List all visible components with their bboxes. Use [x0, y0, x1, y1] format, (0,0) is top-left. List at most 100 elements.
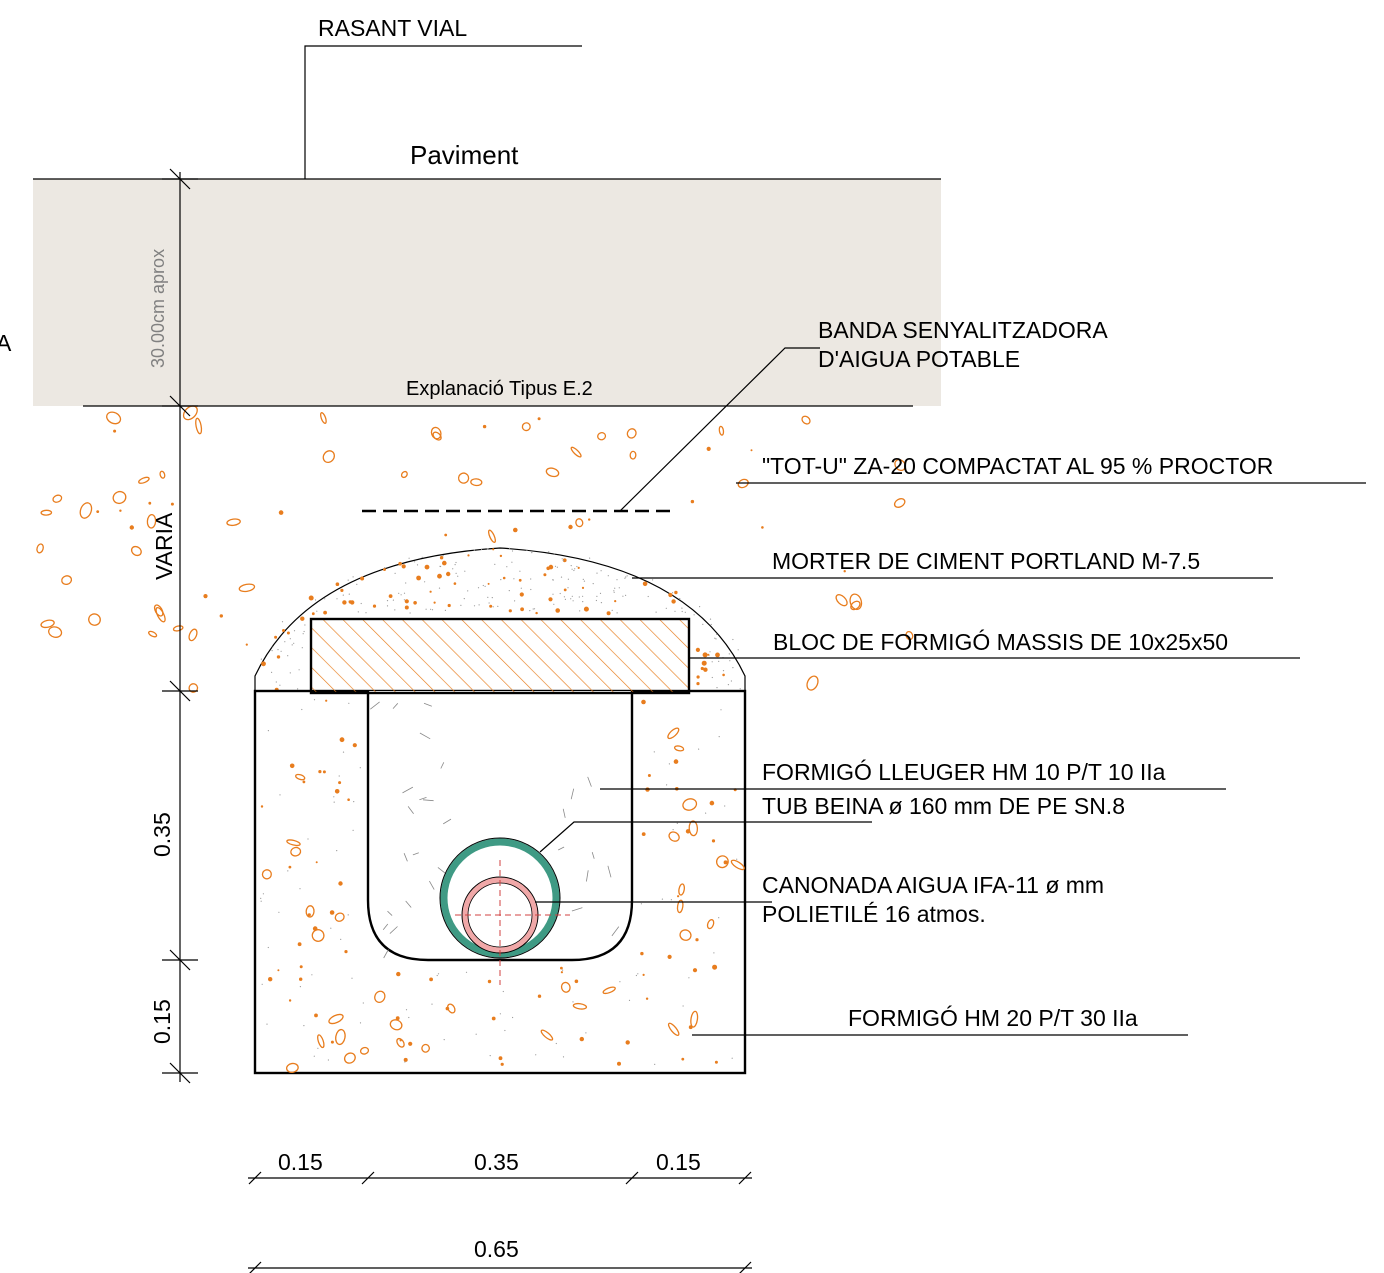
texture-mark — [715, 652, 720, 658]
dim-width-right: 0.15 — [656, 1149, 701, 1175]
texture-mark — [567, 587, 569, 589]
texture-mark — [403, 1057, 408, 1062]
dim-trench-lower: 0.15 — [149, 999, 175, 1044]
texture-mark — [589, 557, 591, 559]
texture-mark — [561, 558, 563, 560]
banda-label-line1: BANDA SENYALITZADORA — [818, 317, 1108, 343]
texture-mark — [519, 592, 524, 597]
texture-mark — [654, 1063, 656, 1065]
texture-mark — [599, 592, 602, 595]
texture-mark — [688, 977, 690, 979]
texture-mark — [88, 613, 101, 626]
texture-mark — [688, 1025, 693, 1030]
texture-mark — [260, 658, 262, 660]
banda-leader — [619, 347, 820, 512]
texture-mark — [592, 583, 594, 585]
lleuger-label: FORMIGÓ LLEUGER HM 10 P/T 10 IIa — [762, 759, 1166, 785]
texture-mark — [429, 590, 432, 593]
texture-mark — [398, 561, 402, 566]
texture-mark — [293, 630, 296, 632]
texture-mark — [439, 565, 441, 567]
texture-mark — [268, 977, 273, 982]
texture-mark — [348, 702, 350, 704]
texture-mark — [400, 594, 402, 596]
texture-mark — [360, 602, 362, 605]
texture-mark — [403, 592, 406, 594]
texture-mark — [613, 590, 615, 592]
texture-mark — [801, 415, 811, 425]
texture-mark — [333, 801, 335, 803]
texture-mark — [581, 586, 585, 590]
texture-mark — [564, 598, 567, 601]
texture-mark — [40, 509, 53, 516]
texture-mark — [559, 592, 561, 595]
dim-width-total: 0.65 — [474, 1236, 519, 1262]
texture-mark — [338, 781, 342, 785]
texture-mark — [313, 1055, 315, 1057]
texture-mark — [724, 805, 726, 807]
texture-mark — [591, 851, 595, 859]
texture-mark — [572, 1001, 574, 1003]
texture-mark — [289, 638, 291, 640]
texture-mark — [454, 564, 456, 566]
texture-mark — [849, 593, 863, 611]
texture-mark — [693, 614, 695, 616]
texture-mark — [679, 929, 692, 941]
texture-mark — [452, 568, 454, 570]
texture-mark — [430, 608, 432, 610]
texture-mark — [359, 1046, 370, 1055]
texture-mark — [401, 564, 406, 569]
texture-mark — [260, 897, 262, 900]
texture-mark — [424, 581, 426, 583]
texture-mark — [344, 950, 348, 954]
texture-mark — [576, 565, 578, 568]
texture-mark — [718, 660, 720, 663]
texture-mark — [334, 912, 345, 922]
texture-mark — [588, 518, 591, 521]
texture-mark — [619, 981, 621, 983]
texture-mark — [750, 449, 753, 452]
texture-mark — [172, 625, 184, 632]
texture-mark — [347, 914, 349, 916]
texture-mark — [438, 587, 441, 589]
texture-mark — [322, 770, 326, 774]
texture-mark — [387, 910, 393, 916]
texture-mark — [382, 923, 389, 931]
texture-mark — [702, 623, 704, 626]
texture-mark — [487, 596, 489, 599]
texture-mark — [405, 1009, 408, 1011]
texture-mark — [597, 432, 607, 441]
texture-mark — [480, 548, 483, 551]
texture-mark — [573, 569, 575, 572]
texture-mark — [709, 651, 711, 653]
texture-mark — [562, 558, 567, 563]
texture-mark — [413, 601, 417, 605]
texture-mark — [674, 610, 676, 612]
texture-mark — [299, 965, 303, 969]
texture-mark — [278, 911, 280, 913]
texture-mark — [119, 509, 122, 512]
texture-mark — [511, 550, 514, 552]
texture-mark — [521, 422, 531, 432]
texture-mark — [440, 762, 445, 769]
texture-mark — [571, 907, 583, 912]
texture-mark — [389, 1019, 403, 1031]
texture-mark — [153, 604, 164, 617]
texture-mark — [437, 973, 440, 975]
texture-mark — [342, 600, 347, 605]
texture-mark — [712, 964, 718, 970]
texture-mark — [502, 990, 504, 993]
texture-mark — [383, 949, 389, 959]
texture-mark — [616, 579, 618, 581]
texture-mark — [600, 570, 602, 572]
texture-mark — [681, 607, 683, 609]
texture-mark — [499, 554, 503, 558]
texture-mark — [395, 1016, 400, 1021]
texture-mark — [329, 910, 335, 915]
texture-mark — [351, 977, 353, 979]
texture-mark — [188, 683, 199, 693]
texture-mark — [718, 736, 720, 738]
texture-mark — [533, 608, 536, 610]
texture-mark — [343, 1052, 356, 1064]
texture-mark — [336, 850, 338, 852]
